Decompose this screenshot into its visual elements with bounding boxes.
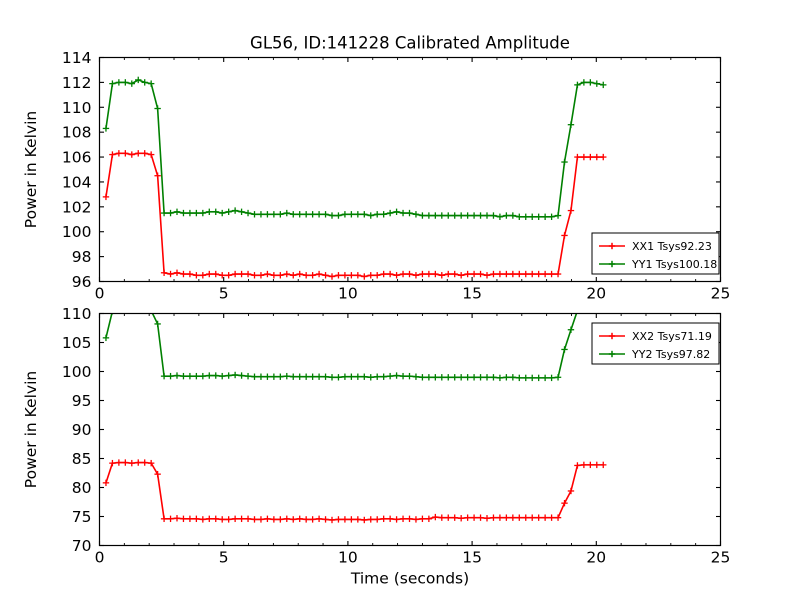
xtick-label: 20	[586, 285, 606, 303]
ytick-label: 80	[72, 479, 92, 497]
series-markers-xx2	[102, 459, 607, 524]
y-axis-title-bottom: Power in Kelvin	[22, 371, 40, 488]
xtick-label: 5	[219, 285, 229, 303]
axes-spines-bottom	[98, 312, 722, 547]
xtick-label: 10	[338, 549, 358, 567]
xtick-label: 25	[711, 549, 731, 567]
legend-swatch	[599, 350, 625, 358]
ytick-label: 104	[62, 173, 92, 191]
legend-label: XX2 Tsys71.19	[632, 330, 712, 343]
ytick-label: 110	[62, 99, 92, 117]
ytick-label: 105	[62, 334, 92, 352]
axes-panel-top: 0 5 10 15 20 25 96 98 100 102 104 106 108 110 112 114 XX…	[22, 34, 730, 303]
ytick-label: 114	[62, 49, 92, 67]
y-axis-title-top: Power in Kelvin	[22, 111, 40, 228]
ytick-label: 108	[62, 124, 92, 142]
figure-title: GL56, ID:141228 Calibrated Amplitude	[250, 34, 570, 53]
ytick-label: 85	[72, 450, 92, 468]
xtick-label: 15	[462, 549, 482, 567]
legend-swatch	[599, 242, 625, 250]
axes-panel-bottom: 0 5 10 15 20 25 70 75 80 85 90 95 100 105 110 XX2 Tsys7…	[22, 305, 730, 588]
legend-label: YY2 Tsys97.82	[631, 348, 710, 361]
xtick-label: 15	[462, 285, 482, 303]
ytick-label: 102	[62, 198, 92, 216]
ytick-label: 106	[62, 149, 92, 167]
ytick-label: 100	[62, 363, 92, 381]
legend-top[interactable]: XX1 Tsys92.23 YY1 Tsys100.18	[591, 232, 720, 275]
legend-label: YY1 Tsys100.18	[631, 258, 717, 271]
data-group-top	[102, 76, 607, 280]
xtick-label: 10	[338, 285, 358, 303]
ytick-label: 75	[72, 508, 92, 526]
xtick-label: 25	[711, 285, 731, 303]
ytick-label: 96	[72, 273, 92, 291]
series-markers-xx1	[102, 150, 607, 280]
legend-label: XX1 Tsys92.23	[632, 240, 712, 253]
series-markers-yy2	[102, 313, 604, 382]
legend-swatch	[599, 260, 625, 268]
legend-bottom[interactable]: XX2 Tsys71.19 YY2 Tsys97.82	[591, 322, 720, 365]
data-group-bottom	[102, 313, 607, 524]
ytick-label: 112	[62, 74, 92, 92]
xtick-label: 0	[95, 549, 105, 567]
axes-spines-top	[98, 56, 722, 283]
ytick-label: 98	[72, 248, 92, 266]
ytick-label: 95	[72, 392, 92, 410]
x-axis-title: Time (seconds)	[350, 570, 469, 588]
ytick-label: 100	[62, 223, 92, 241]
xtick-label: 5	[219, 549, 229, 567]
ytick-label: 70	[72, 537, 92, 555]
xtick-label: 0	[95, 285, 105, 303]
series-markers-yy1	[102, 76, 607, 220]
legend-swatch	[599, 332, 625, 340]
legend-box	[591, 232, 720, 275]
xtick-label: 20	[586, 549, 606, 567]
legend-box	[591, 322, 720, 365]
ytick-label: 90	[72, 421, 92, 439]
ytick-label: 110	[62, 305, 92, 323]
